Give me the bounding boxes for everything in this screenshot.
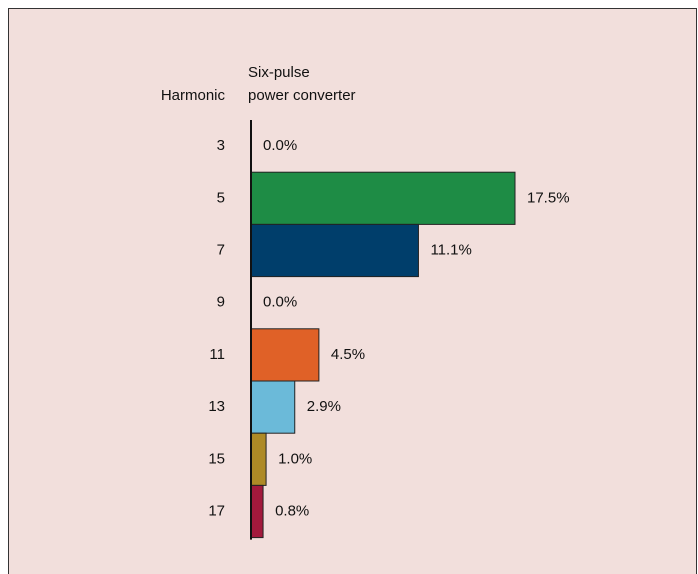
value-label: 2.9% <box>307 398 341 415</box>
bar <box>250 328 320 382</box>
bar <box>250 380 296 434</box>
category-label: 17 <box>208 502 225 519</box>
value-axis-title: power converter <box>248 87 356 104</box>
value-label: 0.0% <box>263 294 297 311</box>
value-label: 0.0% <box>263 137 297 154</box>
bar <box>250 171 516 225</box>
category-label: 15 <box>208 450 225 467</box>
value-axis-title: Six-pulse <box>248 64 310 81</box>
value-label: 11.1% <box>430 241 471 258</box>
value-label: 17.5% <box>527 189 570 206</box>
value-label: 1.0% <box>278 450 312 467</box>
bar <box>250 484 264 539</box>
bar <box>250 432 267 486</box>
category-label: 3 <box>217 137 225 154</box>
category-label: 11 <box>209 346 225 363</box>
category-axis-title: Harmonic <box>161 87 226 104</box>
bar <box>250 223 419 278</box>
category-label: 13 <box>208 398 225 415</box>
category-label: 7 <box>217 241 225 258</box>
value-label: 0.8% <box>275 502 309 519</box>
frame <box>8 8 697 574</box>
category-label: 9 <box>217 294 225 311</box>
value-label: 4.5% <box>331 346 365 363</box>
category-label: 5 <box>217 189 225 206</box>
